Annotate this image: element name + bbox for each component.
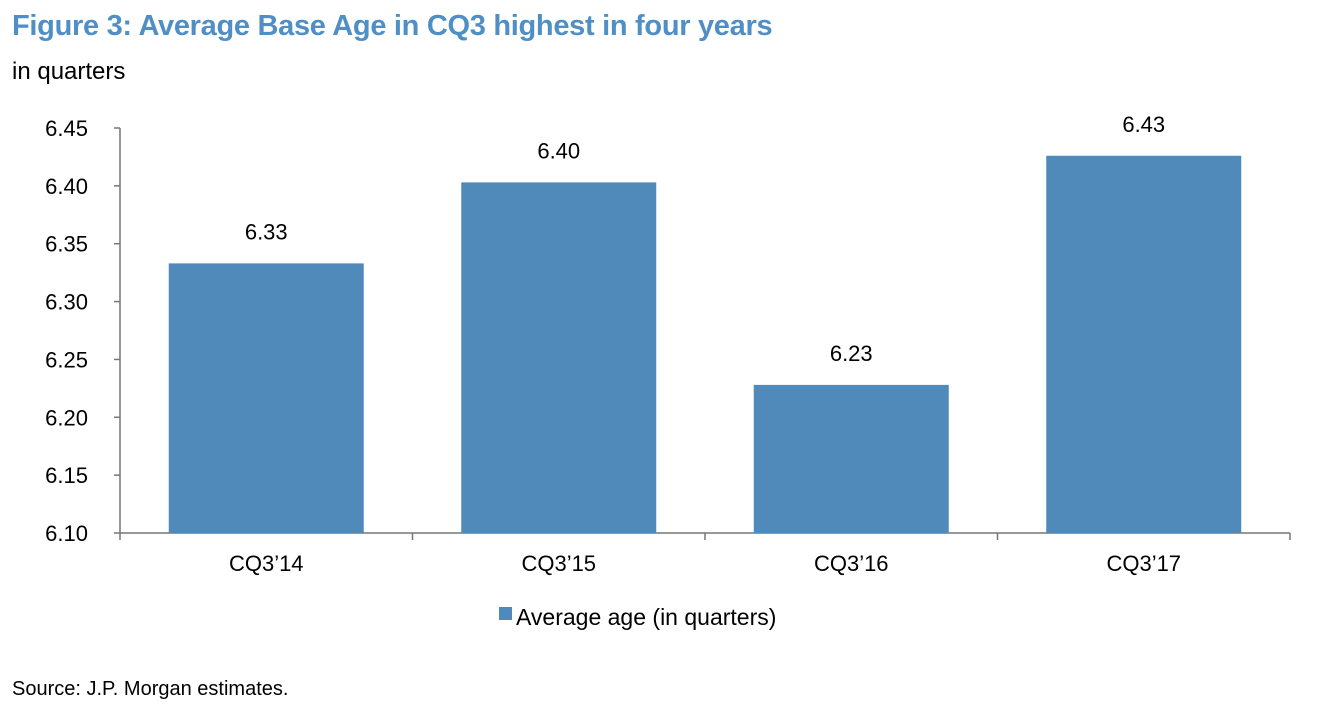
y-tick-label: 6.40 <box>45 174 88 199</box>
bar <box>168 263 364 533</box>
x-category-label: CQ3’14 <box>229 551 304 576</box>
legend-swatch <box>499 607 512 620</box>
y-tick-label: 6.45 <box>45 116 88 141</box>
x-category-label: CQ3’15 <box>521 551 596 576</box>
y-tick-label: 6.20 <box>45 405 88 430</box>
chart-legend: Average age (in quarters) <box>499 604 776 630</box>
chart-bars <box>168 155 1242 533</box>
y-tick-label: 6.10 <box>45 521 88 546</box>
data-label: 6.40 <box>537 138 580 163</box>
bar <box>1046 155 1242 533</box>
y-tick-label: 6.15 <box>45 463 88 488</box>
bar <box>461 182 657 533</box>
y-tick-label: 6.35 <box>45 232 88 257</box>
data-label: 6.23 <box>830 341 873 366</box>
figure-title: Figure 3: Average Base Age in CQ3 highes… <box>12 10 773 42</box>
x-category-label: CQ3’17 <box>1106 551 1181 576</box>
x-category-label: CQ3’16 <box>814 551 889 576</box>
y-tick-label: 6.25 <box>45 347 88 372</box>
source-note: Source: J.P. Morgan estimates. <box>12 678 289 700</box>
chart-data-labels: 6.33 6.40 6.23 6.43 <box>245 112 1165 366</box>
data-label: 6.43 <box>1122 112 1165 137</box>
legend-label: Average age (in quarters) <box>516 604 776 630</box>
y-tick-label: 6.30 <box>45 290 88 315</box>
figure-subtitle: in quarters <box>12 58 126 85</box>
data-label: 6.33 <box>245 219 288 244</box>
chart-axes: 6.10 6.15 6.20 6.25 6.30 6.35 6.40 6.45 CQ3’14 CQ… <box>45 116 1291 576</box>
bar <box>753 384 949 533</box>
